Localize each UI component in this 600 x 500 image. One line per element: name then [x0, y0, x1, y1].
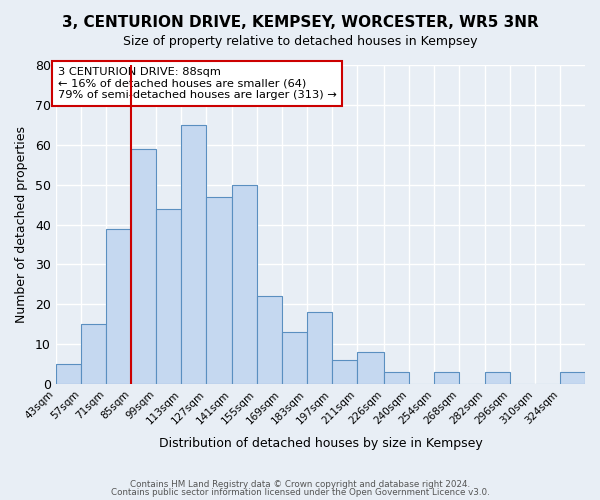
Text: Contains public sector information licensed under the Open Government Licence v3: Contains public sector information licen… [110, 488, 490, 497]
Bar [485, 372, 509, 384]
Bar [560, 372, 585, 384]
Bar [206, 196, 232, 384]
Bar [357, 352, 384, 384]
Bar [181, 125, 206, 384]
Bar [307, 312, 332, 384]
Bar [56, 364, 81, 384]
Bar [156, 208, 181, 384]
Text: Size of property relative to detached houses in Kempsey: Size of property relative to detached ho… [123, 35, 477, 48]
Y-axis label: Number of detached properties: Number of detached properties [15, 126, 28, 323]
Bar [257, 296, 282, 384]
Bar [282, 332, 307, 384]
X-axis label: Distribution of detached houses by size in Kempsey: Distribution of detached houses by size … [158, 437, 482, 450]
Bar [332, 360, 357, 384]
Bar [384, 372, 409, 384]
Bar [131, 149, 156, 384]
Bar [81, 324, 106, 384]
Text: 3, CENTURION DRIVE, KEMPSEY, WORCESTER, WR5 3NR: 3, CENTURION DRIVE, KEMPSEY, WORCESTER, … [62, 15, 538, 30]
Bar [232, 184, 257, 384]
Text: 3 CENTURION DRIVE: 88sqm
← 16% of detached houses are smaller (64)
79% of semi-d: 3 CENTURION DRIVE: 88sqm ← 16% of detach… [58, 67, 337, 100]
Text: Contains HM Land Registry data © Crown copyright and database right 2024.: Contains HM Land Registry data © Crown c… [130, 480, 470, 489]
Bar [106, 228, 131, 384]
Bar [434, 372, 460, 384]
